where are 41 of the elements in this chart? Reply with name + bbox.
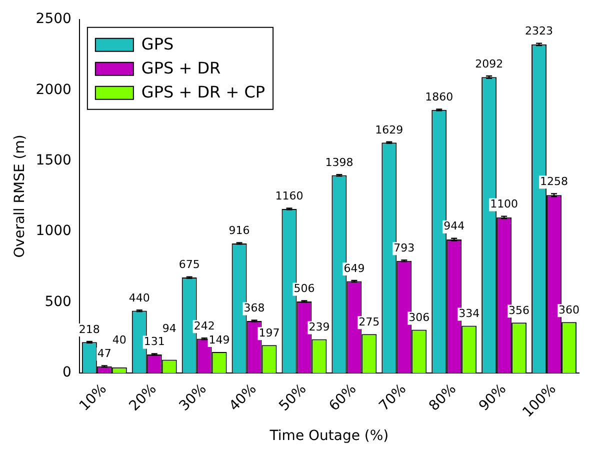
data-label: 506 — [294, 282, 315, 296]
data-label: 1629 — [375, 123, 404, 136]
data-label: 368 — [244, 302, 265, 315]
data-label: 649 — [344, 262, 365, 275]
data-label: 1258 — [540, 175, 568, 188]
y-tick-label: 1000 — [36, 223, 72, 240]
data-label: 149 — [208, 333, 230, 346]
data-label: 242 — [194, 319, 215, 332]
y-tick-label: 2000 — [36, 82, 72, 98]
data-label: 1398 — [325, 156, 354, 169]
x-axis-title: Time Outage (%) — [268, 428, 389, 444]
y-tick-label: 500 — [44, 294, 72, 310]
data-label: 1860 — [425, 90, 454, 104]
data-label: 793 — [394, 242, 415, 255]
data-label: 47 — [97, 347, 112, 360]
data-label: 360 — [558, 303, 580, 316]
data-label: 94 — [162, 322, 176, 336]
data-label: 1100 — [490, 198, 518, 211]
data-label: 2323 — [525, 24, 554, 38]
legend-label: GPS + DR + CP — [141, 82, 266, 102]
data-label: 306 — [408, 311, 430, 324]
y-tick-label: 1500 — [36, 152, 72, 168]
data-label: 40 — [112, 334, 126, 347]
data-label: 239 — [308, 320, 330, 334]
data-label: 218 — [78, 322, 100, 336]
data-label: 2092 — [475, 57, 504, 70]
data-label: 1160 — [275, 190, 304, 203]
data-label: 197 — [258, 326, 280, 340]
data-label: 275 — [358, 315, 380, 328]
data-label: 675 — [178, 258, 200, 272]
legend-label: GPS — [141, 34, 174, 54]
data-label: 916 — [228, 224, 250, 238]
y-tick-label: 2500 — [36, 11, 72, 28]
legend-label: GPS + DR — [141, 58, 221, 78]
y-axis-title: Overall RMSE (m) — [12, 134, 28, 258]
data-label: 944 — [444, 220, 465, 233]
y-tick-label: 0 — [62, 364, 72, 381]
data-label: 131 — [144, 335, 165, 348]
data-label: 334 — [458, 307, 480, 320]
data-label: 356 — [508, 304, 530, 318]
data-label: 440 — [128, 291, 150, 304]
